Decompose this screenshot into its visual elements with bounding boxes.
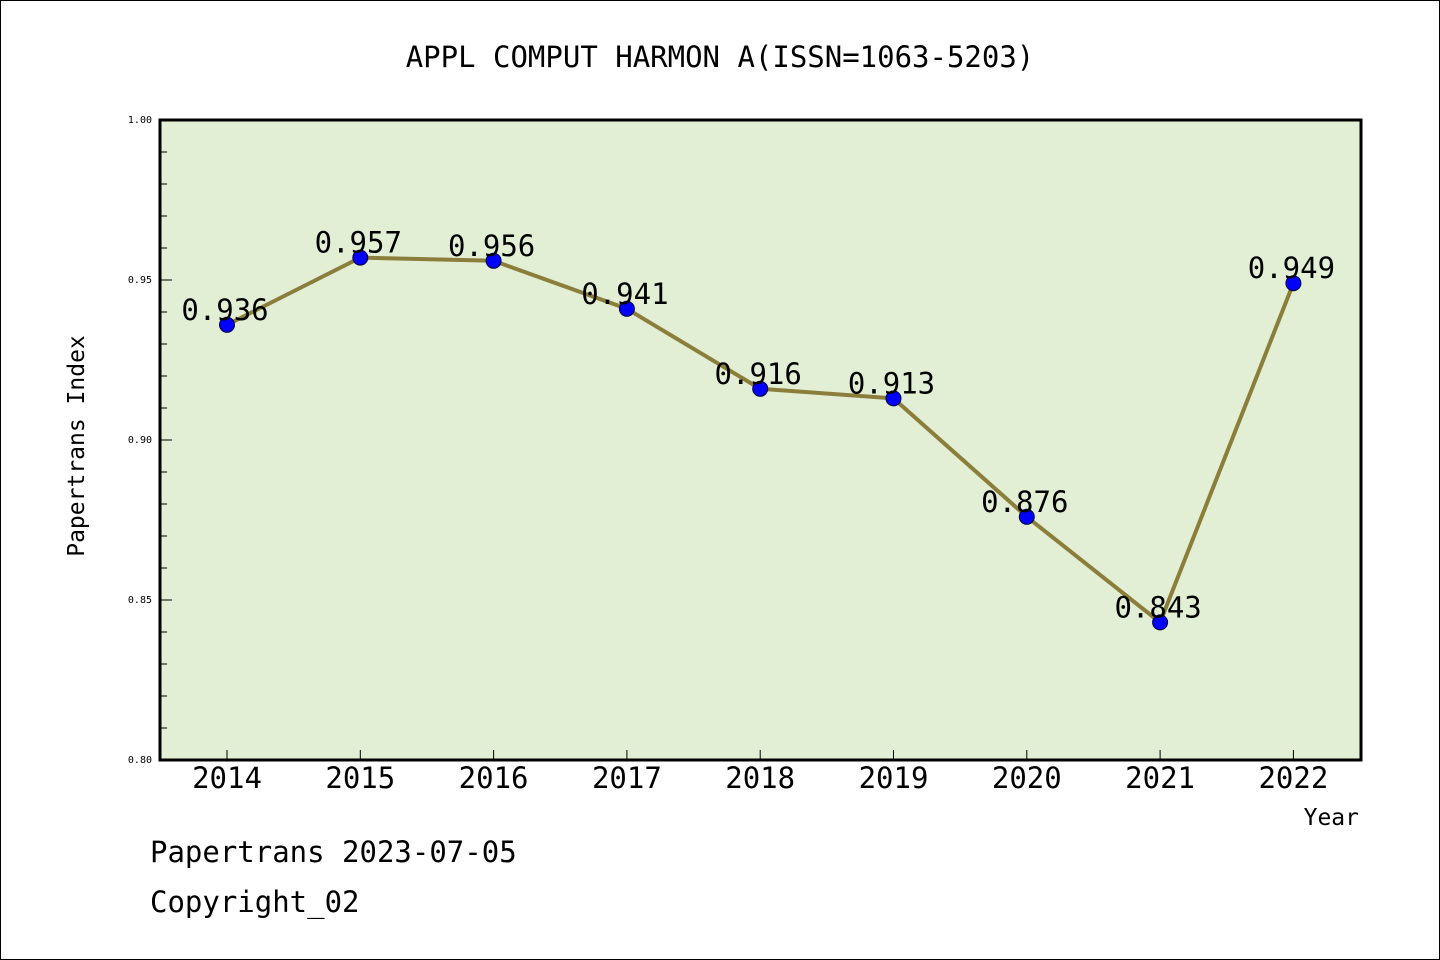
data-labels: 0.936 0.957 0.956 0.941 0.916 0.913 0.876 0.843… [181,226,1335,625]
x-tick-label: 2014 [192,761,262,795]
x-tick-label: 2022 [1258,761,1328,795]
data-label: 0.957 [315,226,402,260]
x-tick-label: 2019 [859,761,929,795]
chart-title: APPL COMPUT HARMON A(ISSN=1063-5203) [406,40,1035,74]
x-tick-label: 2020 [992,761,1062,795]
x-tick-label: 2017 [592,761,662,795]
x-axis-label: Year [1304,805,1359,831]
footer-source: Papertrans 2023-07-05 [150,835,517,869]
data-point [1018,508,1035,525]
y-tick-label: 0.85 [128,595,152,606]
data-point [219,316,235,333]
x-axis: 2014 2015 2016 2017 2018 2019 2020 2021 2022 [192,750,1328,795]
x-tick-label: 2018 [725,761,795,795]
data-label: 0.936 [181,293,268,327]
y-tick-label: 0.95 [128,275,152,286]
y-tick-label: 0.80 [128,755,152,766]
data-point [618,300,635,317]
data-label: 0.843 [1114,590,1201,624]
y-tick-label: 1.00 [128,115,152,126]
data-point [352,249,369,266]
data-point [485,252,502,269]
x-tick-label: 2021 [1125,761,1195,795]
data-point [885,390,902,407]
data-label: 0.916 [715,357,802,391]
y-tick-label: 0.90 [128,435,152,446]
footer-copyright: Copyright_02 [150,885,360,919]
x-tick-label: 2016 [459,761,529,795]
data-points [219,249,1302,631]
data-label: 0.949 [1248,251,1335,285]
x-tick-label: 2015 [325,761,395,795]
data-label: 0.941 [581,277,668,311]
y-axis: 0.80 0.85 0.90 0.95 1.00 [128,115,172,766]
data-label: 0.956 [448,229,535,263]
data-label: 0.876 [981,485,1068,519]
data-point [1285,275,1302,292]
data-point [752,380,769,397]
data-point [1152,614,1169,631]
y-axis-label: Papertrans Index [64,335,90,557]
data-label: 0.913 [848,366,935,400]
plot-area [158,118,1363,762]
